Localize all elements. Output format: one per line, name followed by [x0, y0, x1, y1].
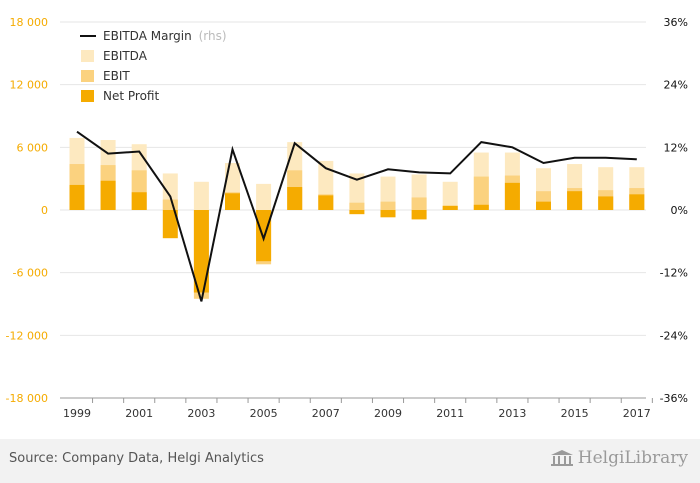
y-right-tick-label: 36% [664, 16, 688, 29]
x-tick-label: 2015 [561, 407, 589, 420]
y-left-tick-label: -12 000 [6, 329, 48, 342]
bar-net-profit [629, 194, 645, 210]
bar-net-profit [193, 210, 209, 293]
legend-swatch-ebit [81, 70, 94, 82]
y-right-tick-label: 12% [664, 141, 688, 154]
x-tick-label: 2003 [187, 407, 215, 420]
bar-net-profit [380, 210, 396, 218]
y-right-tick-label: -24% [660, 329, 688, 342]
bar-ebit [473, 176, 489, 210]
bar-ebitda [442, 181, 458, 210]
ebitda-margin-line [76, 130, 637, 302]
y-right-tick-label: -36% [660, 392, 688, 405]
x-tick-label: 2005 [250, 407, 278, 420]
x-tick-label: 2017 [623, 407, 651, 420]
bar-net-profit [598, 196, 614, 210]
bar-net-profit [131, 192, 147, 210]
helgi-library-logo[interactable]: HelgiLibrary [550, 448, 688, 468]
bar-net-profit [349, 210, 365, 215]
y-right-tick-label: -12% [660, 267, 688, 280]
bar-net-profit [225, 193, 240, 210]
y-right-tick-label: 0% [671, 204, 688, 217]
footer: Source: Company Data, Helgi Analytics He… [0, 439, 700, 483]
legend-label-ebitda-margin: EBITDA Margin (rhs) [103, 29, 227, 43]
logo-text: HelgiLibrary [577, 448, 688, 468]
source-text: Source: Company Data, Helgi Analytics [9, 451, 264, 466]
bars [69, 137, 645, 299]
bar-net-profit [411, 210, 427, 220]
y-left-tick-label: 0 [41, 204, 48, 217]
library-building-icon [550, 450, 573, 466]
bar-net-profit [162, 210, 178, 239]
bar-net-profit [287, 187, 303, 210]
x-axis: 1999 2001 2003 2005 2007 2009 2011 2013 2015 2017 [60, 397, 653, 420]
bar-ebitda [193, 181, 209, 210]
line-ebitda-margin [76, 130, 637, 302]
bar-ebitda [256, 183, 272, 210]
y-left-tick-label: 12 000 [10, 79, 49, 92]
bar-ebit [411, 197, 427, 210]
y-axis-left: 18 000 12 000 6 000 0 -6 000 -12 000 -18 000 [6, 16, 48, 405]
bar-net-profit [536, 201, 551, 210]
legend-swatch-net-profit [81, 90, 94, 102]
x-tick-label: 1999 [63, 407, 91, 420]
legend-label-ebit: EBIT [103, 69, 130, 83]
y-left-tick-label: -6 000 [13, 267, 48, 280]
bar-ebit [380, 201, 396, 210]
bar-net-profit [69, 184, 85, 210]
bar-net-profit [473, 204, 489, 210]
bar-ebit [349, 202, 365, 210]
y-left-tick-label: 18 000 [10, 16, 49, 29]
bar-net-profit [504, 182, 520, 210]
bar-net-profit [567, 191, 583, 210]
x-tick-label: 2001 [125, 407, 153, 420]
x-tick-label: 2007 [312, 407, 340, 420]
legend-label-ebitda: EBITDA [103, 49, 148, 63]
legend-swatch-ebitda [81, 50, 94, 62]
y-axis-right: 36% 24% 12% 0% -12% -24% -36% [660, 16, 688, 405]
bar-net-profit [318, 195, 334, 210]
legend: EBITDA Margin (rhs) EBITDA EBIT Net Prof… [80, 29, 227, 103]
x-tick-label: 2009 [374, 407, 402, 420]
y-left-tick-label: 6 000 [17, 141, 49, 154]
legend-label-net-profit: Net Profit [103, 89, 159, 103]
bar-ebitda [349, 173, 365, 210]
bar-net-profit [442, 205, 458, 210]
bar-ebit [162, 199, 178, 210]
chart: 1999 2001 2003 2005 2007 2009 2011 2013 2015 2017… [6, 16, 688, 420]
bar-net-profit [100, 180, 116, 210]
x-tick-label: 2013 [498, 407, 526, 420]
x-tick-label: 2011 [436, 407, 464, 420]
y-right-tick-label: 24% [664, 79, 688, 92]
y-left-tick-label: -18 000 [6, 392, 48, 405]
